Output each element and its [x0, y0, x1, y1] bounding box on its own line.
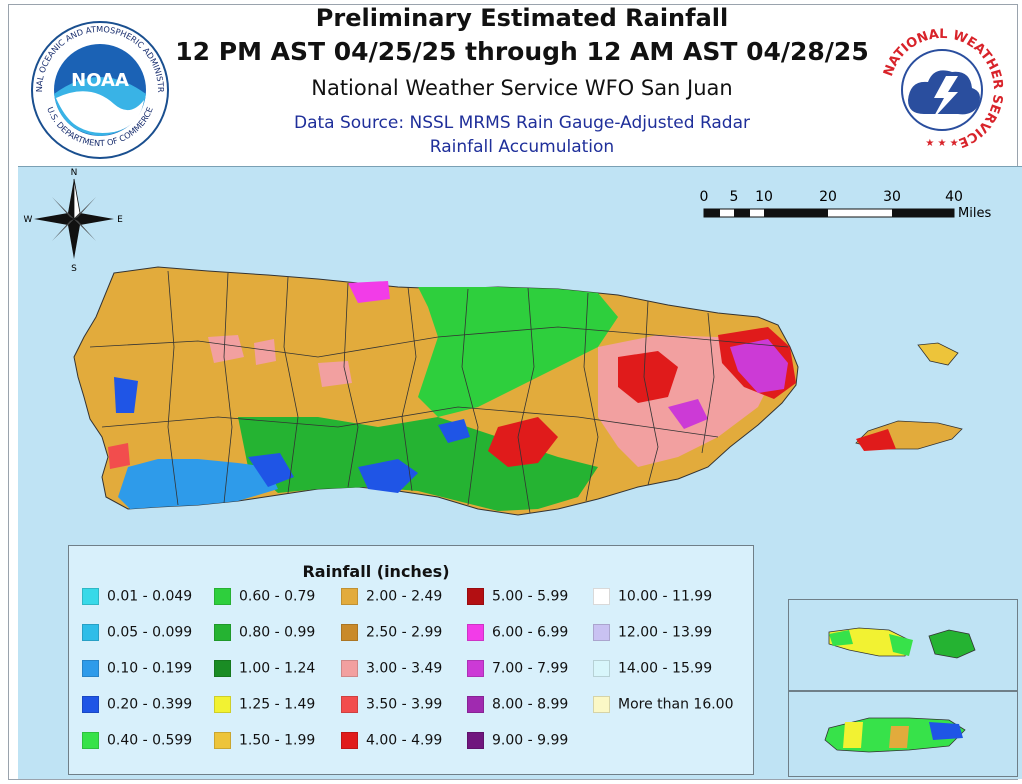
scale-unit: Miles [958, 206, 991, 221]
legend-item: 10.00 - 11.99 [593, 588, 712, 605]
scale-tick-0: 0 [700, 189, 709, 205]
legend-item: 14.00 - 15.99 [593, 660, 712, 677]
legend-item: 8.00 - 8.99 [467, 696, 568, 713]
legend-swatch [467, 660, 484, 677]
legend-swatch [82, 624, 99, 641]
compass-e: E [117, 215, 123, 225]
legend-swatch [593, 696, 610, 713]
map-title: Preliminary Estimated Rainfall [315, 4, 729, 32]
legend-item: 1.00 - 1.24 [214, 660, 315, 677]
inset-st-thomas-map [828, 627, 976, 659]
legend-item: 0.10 - 0.199 [82, 660, 192, 677]
legend-swatch [82, 660, 99, 677]
legend-item: 2.00 - 2.49 [341, 588, 442, 605]
legend-item: 3.00 - 3.49 [341, 660, 442, 677]
legend-box: Rainfall (inches) 0.01 - 0.049 0.05 - 0.… [68, 545, 754, 775]
legend-item: 0.40 - 0.599 [82, 732, 192, 749]
inset-st-croix [788, 691, 1018, 777]
legend-swatch [467, 696, 484, 713]
compass-n: N [71, 168, 78, 178]
legend-swatch [593, 588, 610, 605]
legend-item: 0.80 - 0.99 [214, 624, 315, 641]
legend-item: 1.25 - 1.49 [214, 696, 315, 713]
map-product: Rainfall Accumulation [429, 137, 615, 157]
legend-swatch [82, 732, 99, 749]
legend-item: 0.05 - 0.099 [82, 624, 192, 641]
legend-item: 0.60 - 0.79 [214, 588, 315, 605]
header: Preliminary Estimated Rainfall 12 PM AST… [0, 0, 1022, 162]
legend-item: 7.00 - 7.99 [467, 660, 568, 677]
legend-title: Rainfall (inches) [302, 562, 450, 581]
legend-swatch [82, 588, 99, 605]
legend-item: 4.00 - 4.99 [341, 732, 442, 749]
puerto-rico-island [73, 266, 963, 516]
legend-swatch [467, 732, 484, 749]
legend-item: 1.50 - 1.99 [214, 732, 315, 749]
scale-bar: 0 5 10 20 30 40 Miles [700, 189, 992, 221]
legend-swatch [593, 624, 610, 641]
svg-text:★ ★ ★: ★ ★ ★ [925, 138, 958, 149]
legend-swatch [214, 588, 231, 605]
inset-st-thomas-st-john [788, 599, 1018, 691]
noaa-logo: NATIONAL OCEANIC AND ATMOSPHERIC ADMINIS… [30, 20, 169, 159]
legend-swatch [593, 660, 610, 677]
legend-swatch [341, 732, 358, 749]
compass-s: S [71, 264, 77, 274]
legend-swatch [214, 660, 231, 677]
map-period: 12 PM AST 04/25/25 through 12 AM AST 04/… [175, 37, 869, 66]
legend-swatch [82, 696, 99, 713]
legend-swatch [214, 732, 231, 749]
legend-item: 0.20 - 0.399 [82, 696, 192, 713]
legend-swatch [341, 660, 358, 677]
scale-tick-5: 5 [730, 189, 739, 205]
scale-tick-40: 40 [945, 189, 963, 205]
legend-item: 0.01 - 0.049 [82, 588, 192, 605]
legend-item: More than 16.00 [593, 696, 734, 713]
nws-logo: NATIONAL WEATHER SERVICE ★ ★ ★ [874, 22, 1010, 158]
legend-swatch [341, 696, 358, 713]
compass-rose: N S E W [24, 168, 124, 274]
legend-swatch [214, 624, 231, 641]
compass-w: W [24, 215, 33, 225]
legend-item: 3.50 - 3.99 [341, 696, 442, 713]
inset-st-croix-map [824, 717, 966, 753]
legend-swatch [467, 624, 484, 641]
map-canvas: N S E W 0 5 10 20 30 40 Miles [24, 168, 992, 516]
map-office: National Weather Service WFO San Juan [311, 76, 733, 100]
legend-swatch [341, 624, 358, 641]
scale-tick-20: 20 [819, 189, 837, 205]
scale-tick-30: 30 [883, 189, 901, 205]
noaa-center-text: NOAA [71, 70, 129, 91]
legend-item: 6.00 - 6.99 [467, 624, 568, 641]
legend-item: 2.50 - 2.99 [341, 624, 442, 641]
map-data-source: Data Source: NSSL MRMS Rain Gauge-Adjust… [293, 113, 750, 133]
legend-item: 9.00 - 9.99 [467, 732, 568, 749]
scale-tick-10: 10 [755, 189, 773, 205]
legend-item: 12.00 - 13.99 [593, 624, 712, 641]
legend-swatch [214, 696, 231, 713]
legend-item: 5.00 - 5.99 [467, 588, 568, 605]
legend-swatch [467, 588, 484, 605]
legend-swatch [341, 588, 358, 605]
